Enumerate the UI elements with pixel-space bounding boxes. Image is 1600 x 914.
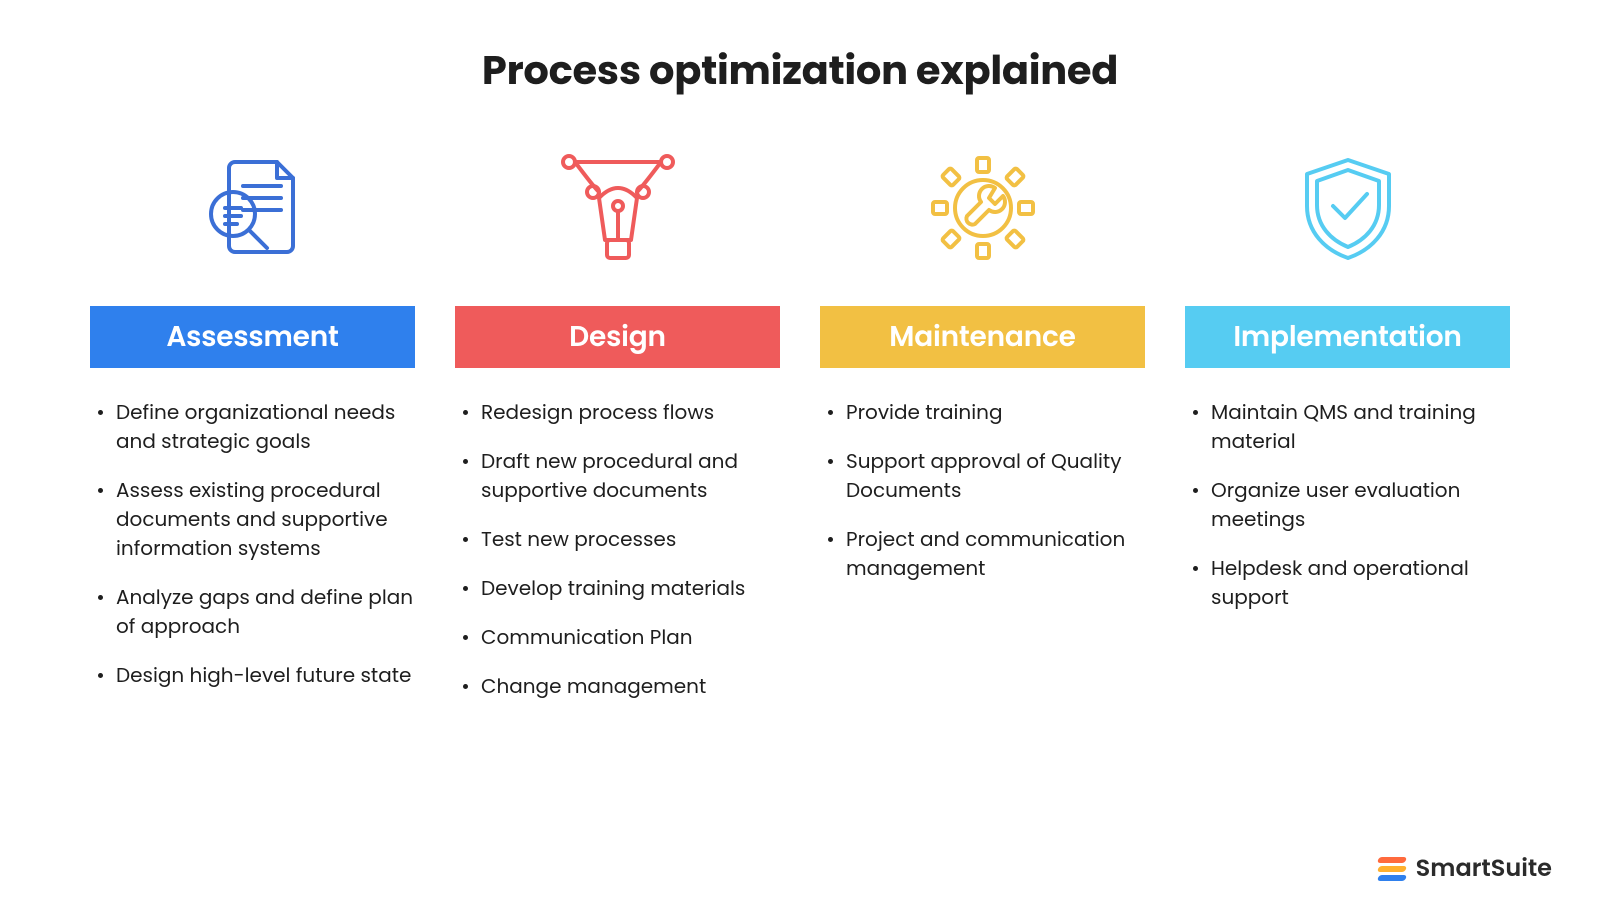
list-item: Change management <box>459 672 780 701</box>
list-item: Communication Plan <box>459 623 780 652</box>
bullet-text: Test new processes <box>481 525 676 553</box>
bullets-design: Redesign process flows Draft new procedu… <box>455 398 780 721</box>
list-item: Organize user evaluation meetings <box>1189 476 1510 534</box>
list-item: Maintain QMS and training material <box>1189 398 1510 456</box>
columns-container: Assessment Define organizational needs a… <box>90 138 1510 721</box>
bullet-text: Redesign process flows <box>481 398 714 426</box>
gear-wrench-icon <box>923 138 1043 278</box>
bullet-text: Communication Plan <box>481 623 693 651</box>
bullet-text: Support approval of Quality Documents <box>846 447 1121 504</box>
bullets-implementation: Maintain QMS and training material Organ… <box>1185 398 1510 632</box>
list-item: Test new processes <box>459 525 780 554</box>
bullet-text: Maintain QMS and training material <box>1211 398 1476 455</box>
page-title: Process optimization explained <box>90 40 1510 100</box>
bullet-text: Develop training materials <box>481 574 745 602</box>
header-assessment: Assessment <box>90 306 415 368</box>
column-design: Design Redesign process flows Draft new … <box>455 138 780 721</box>
list-item: Redesign process flows <box>459 398 780 427</box>
column-implementation: Implementation Maintain QMS and training… <box>1185 138 1510 721</box>
brand-name: SmartSuite <box>1416 851 1552 886</box>
bullet-text: Change management <box>481 672 706 700</box>
logo-stripe-1 <box>1377 857 1407 863</box>
header-maintenance-label: Maintenance <box>889 316 1076 358</box>
list-item: Design high-level future state <box>94 661 415 690</box>
header-design-label: Design <box>569 316 666 358</box>
bullet-text: Organize user evaluation meetings <box>1211 476 1460 533</box>
list-item: Support approval of Quality Documents <box>824 447 1145 505</box>
list-item: Provide training <box>824 398 1145 427</box>
header-implementation-label: Implementation <box>1233 316 1461 358</box>
column-maintenance: Maintenance Provide training Support app… <box>820 138 1145 721</box>
bullet-text: Helpdesk and operational support <box>1211 554 1469 611</box>
list-item: Assess existing procedural documents and… <box>94 476 415 563</box>
list-item: Analyze gaps and define plan of approach <box>94 583 415 641</box>
bullet-text: Draft new procedural and supportive docu… <box>481 447 738 504</box>
page-root: Process optimization explained <box>0 0 1600 914</box>
bullets-maintenance: Provide training Support approval of Qua… <box>820 398 1145 603</box>
header-maintenance: Maintenance <box>820 306 1145 368</box>
bullet-text: Define organizational needs and strategi… <box>116 398 395 455</box>
bullet-text: Assess existing procedural documents and… <box>116 476 388 562</box>
header-design: Design <box>455 306 780 368</box>
bullet-text: Project and communication management <box>846 525 1125 582</box>
list-item: Define organizational needs and strategi… <box>94 398 415 456</box>
shield-check-icon <box>1293 138 1403 278</box>
document-magnifier-icon <box>193 138 313 278</box>
column-assessment: Assessment Define organizational needs a… <box>90 138 415 721</box>
list-item: Draft new procedural and supportive docu… <box>459 447 780 505</box>
list-item: Project and communication management <box>824 525 1145 583</box>
pen-nib-vector-icon <box>553 138 683 278</box>
brand-logo-icon <box>1378 855 1406 883</box>
header-implementation: Implementation <box>1185 306 1510 368</box>
list-item: Helpdesk and operational support <box>1189 554 1510 612</box>
logo-stripe-2 <box>1377 866 1407 872</box>
logo-stripe-3 <box>1377 875 1407 881</box>
bullet-text: Design high-level future state <box>116 661 411 689</box>
bullet-text: Provide training <box>846 398 1002 426</box>
bullets-assessment: Define organizational needs and strategi… <box>90 398 415 710</box>
list-item: Develop training materials <box>459 574 780 603</box>
header-assessment-label: Assessment <box>166 316 338 358</box>
bullet-text: Analyze gaps and define plan of approach <box>116 583 413 640</box>
brand-badge: SmartSuite <box>1378 851 1552 886</box>
